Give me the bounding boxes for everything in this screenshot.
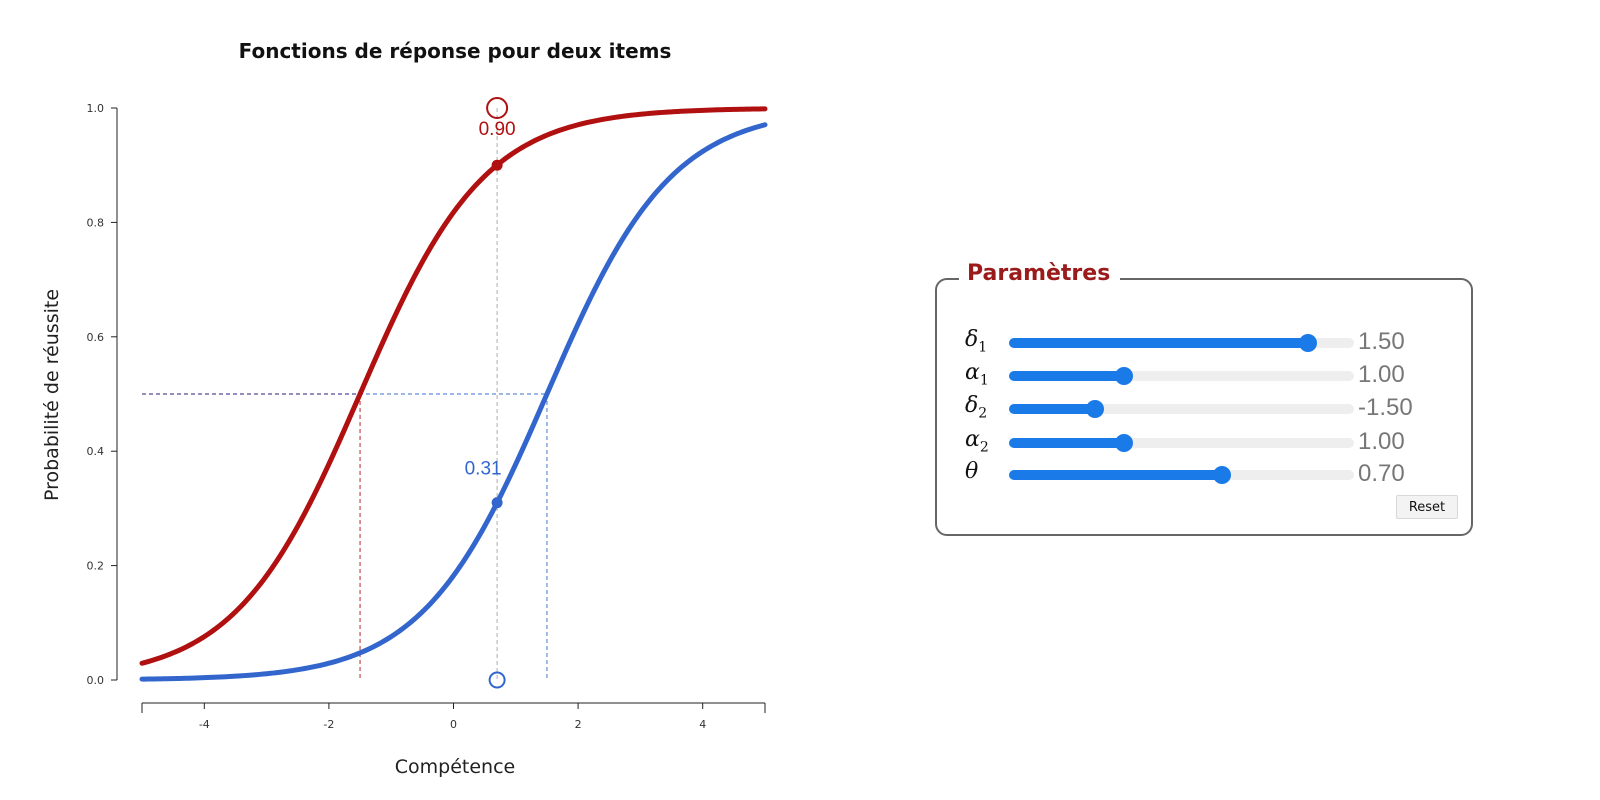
slider-thumb[interactable] <box>1299 334 1317 352</box>
slider-value: 1.00 <box>1358 361 1405 388</box>
param-symbol: δ1 <box>965 327 988 356</box>
y-tick-label: 1.0 <box>87 102 105 115</box>
slider-value: 1.00 <box>1358 428 1405 455</box>
param-symbol: δ2 <box>965 393 988 422</box>
y-axis: 0.0 0.2 0.4 0.6 0.8 1.0 <box>87 102 118 687</box>
slider-row: δ1 1.50 <box>965 327 1465 357</box>
value-label-2: 0.31 <box>465 459 502 480</box>
slider-track[interactable] <box>1009 400 1354 418</box>
y-axis-label: Probabilité de réussite <box>41 289 63 501</box>
x-axis-label: Compétence <box>395 756 515 778</box>
theta-marker-2 <box>488 671 506 689</box>
slider-track[interactable] <box>1009 434 1354 452</box>
parameters-panel: Paramètres δ1 1.50 α1 1.00 δ2 -1.50 α2 1.00 θ 0.7… <box>935 261 1473 536</box>
slider-row: α2 1.00 <box>965 427 1465 457</box>
y-tick-label: 0.4 <box>87 445 105 458</box>
slider-row: α1 1.00 <box>965 360 1465 390</box>
slider-track[interactable] <box>1009 334 1354 352</box>
slider-row: δ2 -1.50 <box>965 393 1465 423</box>
x-tick-label: 2 <box>575 718 582 731</box>
chart-title: Fonctions de réponse pour deux items <box>239 39 672 63</box>
x-tick-label: 0 <box>450 718 457 731</box>
slider-fill <box>1009 470 1222 480</box>
slider-fill <box>1009 404 1096 414</box>
response-curve-1 <box>139 106 768 666</box>
value-label-1: 0.90 <box>479 119 516 140</box>
y-tick-label: 0.6 <box>87 331 105 344</box>
theta-marker-1 <box>486 97 509 119</box>
slider-track[interactable] <box>1009 367 1354 385</box>
param-symbol: θ <box>965 459 979 484</box>
slider-value: -1.50 <box>1358 394 1413 421</box>
y-tick-label: 0.0 <box>87 674 105 687</box>
x-axis: -4 -2 0 2 4 <box>141 702 766 731</box>
slider-value: 0.70 <box>1358 460 1405 487</box>
response-curve-2 <box>139 122 768 682</box>
reset-button[interactable]: Reset <box>1396 495 1458 519</box>
irt-chart: Fonctions de réponse pour deux items Pro… <box>41 39 768 778</box>
slider-thumb[interactable] <box>1212 466 1231 484</box>
slider-track[interactable] <box>1009 466 1354 484</box>
slider-fill <box>1009 438 1124 448</box>
y-tick-label: 0.8 <box>87 216 105 229</box>
curves <box>139 106 768 682</box>
markers: 0.90 0.31 <box>465 97 516 689</box>
x-tick-label: -4 <box>199 718 210 731</box>
slider-fill <box>1009 338 1308 348</box>
slider-fill <box>1009 371 1124 381</box>
x-tick-label: -2 <box>323 718 334 731</box>
guide-lines <box>142 108 548 680</box>
param-symbol: α2 <box>965 427 989 456</box>
slider-thumb[interactable] <box>1115 367 1133 385</box>
param-symbol: α1 <box>965 360 989 389</box>
y-tick-label: 0.2 <box>87 560 105 573</box>
slider-value: 1.50 <box>1358 328 1405 355</box>
theta-point-2 <box>491 497 503 509</box>
slider-thumb[interactable] <box>1086 400 1105 418</box>
x-tick-label: 4 <box>699 718 706 731</box>
panel-legend: Paramètres <box>959 261 1121 286</box>
slider-row: θ 0.70 <box>965 459 1465 489</box>
theta-point-1 <box>491 159 503 171</box>
slider-thumb[interactable] <box>1115 434 1133 452</box>
